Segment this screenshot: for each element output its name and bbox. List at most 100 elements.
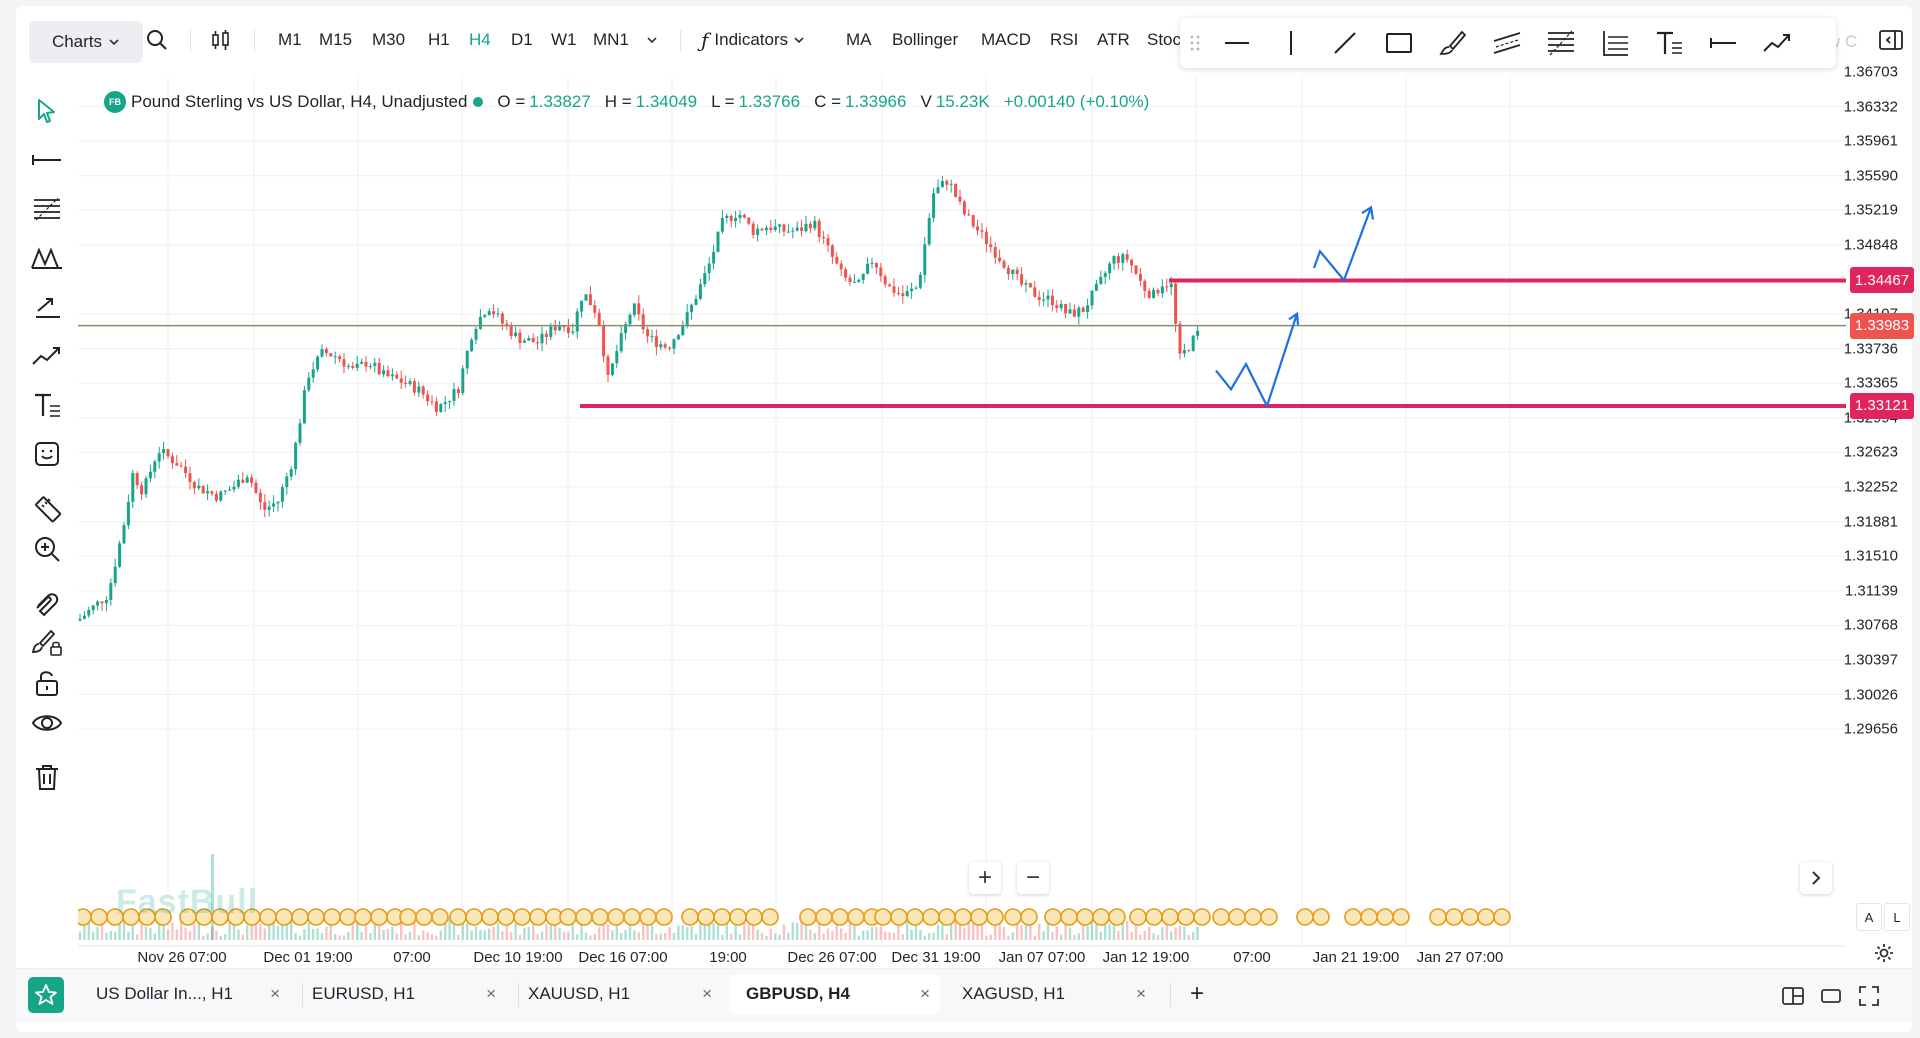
delete-tool[interactable] xyxy=(28,758,66,796)
candle-body xyxy=(1011,269,1015,275)
volume-bar xyxy=(884,931,887,940)
drag-handle[interactable] xyxy=(1184,27,1206,59)
ray-tool[interactable] xyxy=(1706,27,1740,59)
indicators-button[interactable]: ƒ Indicators xyxy=(701,20,805,60)
cursor-tool[interactable] xyxy=(28,92,66,130)
volume-bar xyxy=(342,935,346,940)
timeframe-h4[interactable]: H4 xyxy=(469,30,491,49)
close-icon[interactable]: × xyxy=(486,984,496,1003)
close-icon[interactable]: × xyxy=(702,984,712,1003)
volume-bar xyxy=(259,923,262,940)
tab-gbpusd[interactable]: GBPUSD, H4 × xyxy=(730,974,940,1014)
timeframe-d1[interactable]: D1 xyxy=(511,30,533,49)
pattern-tool[interactable] xyxy=(28,239,66,277)
indicator-bollinger[interactable]: Bollinger xyxy=(892,30,959,49)
indicator-ma[interactable]: MA xyxy=(846,30,872,49)
favorites-button[interactable] xyxy=(28,977,64,1013)
lock-tool[interactable] xyxy=(28,664,66,702)
visibility-tool[interactable] xyxy=(28,704,66,742)
fibonacci-tool[interactable] xyxy=(28,190,66,228)
chart-settings-button[interactable] xyxy=(1869,938,1899,968)
volume-bar xyxy=(800,918,803,940)
magnet-tool[interactable] xyxy=(28,584,66,622)
more-timeframes-button[interactable] xyxy=(642,20,662,60)
fib-channel-tool[interactable] xyxy=(1598,27,1632,59)
close-icon[interactable]: × xyxy=(1136,984,1146,1003)
auto-scale-button[interactable]: A xyxy=(1856,903,1882,931)
zoom-in-tool[interactable] xyxy=(28,530,66,568)
volume-bar xyxy=(1007,935,1010,940)
single-layout-button[interactable] xyxy=(1816,981,1846,1011)
lock-drawing-tool[interactable] xyxy=(28,624,66,662)
candle-body xyxy=(1015,269,1019,275)
charts-menu-button[interactable]: Charts xyxy=(29,21,143,63)
emoji-tool[interactable] xyxy=(28,435,66,473)
trend-line-tool[interactable] xyxy=(1328,27,1362,59)
candle-body xyxy=(1028,283,1032,288)
candle-body xyxy=(355,363,359,368)
tab-us-dollar-index[interactable]: US Dollar In..., H1 × xyxy=(80,974,290,1014)
indicator-rsi[interactable]: RSI xyxy=(1050,30,1079,49)
parallel-channel-tool[interactable] xyxy=(1490,27,1524,59)
text-tool[interactable] xyxy=(28,386,66,424)
fullscreen-button[interactable] xyxy=(1854,981,1884,1011)
volume-bar xyxy=(558,927,561,940)
candle-body xyxy=(751,223,755,235)
layout-button[interactable] xyxy=(1778,981,1808,1011)
scroll-right-button[interactable] xyxy=(1800,862,1832,894)
forecast-tool[interactable] xyxy=(28,337,66,375)
economic-event-marker xyxy=(591,908,609,926)
volume-bar xyxy=(360,932,363,940)
price-tag: 1.33121 xyxy=(1850,392,1914,419)
candle-body xyxy=(135,473,139,486)
add-tab-button[interactable]: + xyxy=(1189,980,1204,1007)
time-axis[interactable]: Nov 26 07:00 Dec 01 19:00 07:00 Dec 10 19:0… xyxy=(78,941,1848,977)
tab-xagusd[interactable]: XAGUSD, H1 × xyxy=(946,974,1156,1014)
tab-eurusd[interactable]: EURUSD, H1 × xyxy=(296,974,506,1014)
indicator-stoch[interactable]: Stoc xyxy=(1147,30,1182,49)
brush-tool[interactable] xyxy=(1436,27,1470,59)
tab-xauusd[interactable]: XAUUSD, H1 × xyxy=(512,974,722,1014)
eye-icon xyxy=(31,715,63,731)
fib-retracement-tool[interactable] xyxy=(1544,27,1578,59)
candle-body xyxy=(382,370,386,375)
candle-body xyxy=(474,328,478,340)
projection-tool[interactable] xyxy=(28,288,66,326)
zoom-in-button[interactable]: + xyxy=(969,862,1001,894)
horizontal-line-tool[interactable] xyxy=(1220,27,1254,59)
timeframe-w1[interactable]: W1 xyxy=(551,30,577,49)
timeframe-h1[interactable]: H1 xyxy=(428,30,450,49)
text-icon xyxy=(35,393,60,417)
pattern-tool[interactable] xyxy=(1760,27,1794,59)
candle-body xyxy=(346,365,350,367)
economic-event-marker xyxy=(275,908,293,926)
candle-body xyxy=(993,247,997,258)
line-tool[interactable] xyxy=(28,141,66,179)
timeframe-m1[interactable]: M1 xyxy=(278,30,302,49)
indicator-atr[interactable]: ATR xyxy=(1097,30,1130,49)
left-toolbar xyxy=(16,86,78,866)
timeframe-m30[interactable]: M30 xyxy=(372,30,406,49)
collapse-panel-button[interactable] xyxy=(1876,20,1906,60)
candle-body xyxy=(817,220,821,238)
price-axis[interactable]: 1.36703 1.36332 1.35961 1.35590 1.35219 1.348… xyxy=(1844,64,1912,946)
timeframe-m15[interactable]: M15 xyxy=(319,30,353,49)
candle-body xyxy=(175,463,179,466)
volume-bar xyxy=(694,933,698,940)
log-scale-button[interactable]: L xyxy=(1884,903,1910,931)
timeframe-mn1[interactable]: MN1 xyxy=(593,30,629,49)
close-icon[interactable]: × xyxy=(270,984,280,1003)
rectangle-tool[interactable] xyxy=(1382,27,1416,59)
chart-type-button[interactable] xyxy=(206,20,236,60)
measure-tool[interactable] xyxy=(28,490,66,528)
candle-body xyxy=(720,217,724,232)
close-icon[interactable]: × xyxy=(920,984,930,1003)
candle-body xyxy=(910,288,914,292)
price-chart[interactable] xyxy=(78,76,1846,976)
text-tool[interactable] xyxy=(1652,27,1686,59)
economic-event-marker xyxy=(1344,908,1362,926)
zoom-out-button[interactable]: − xyxy=(1017,862,1049,894)
search-button[interactable] xyxy=(142,20,172,60)
vertical-line-tool[interactable] xyxy=(1274,27,1308,59)
indicator-macd[interactable]: MACD xyxy=(981,30,1032,49)
